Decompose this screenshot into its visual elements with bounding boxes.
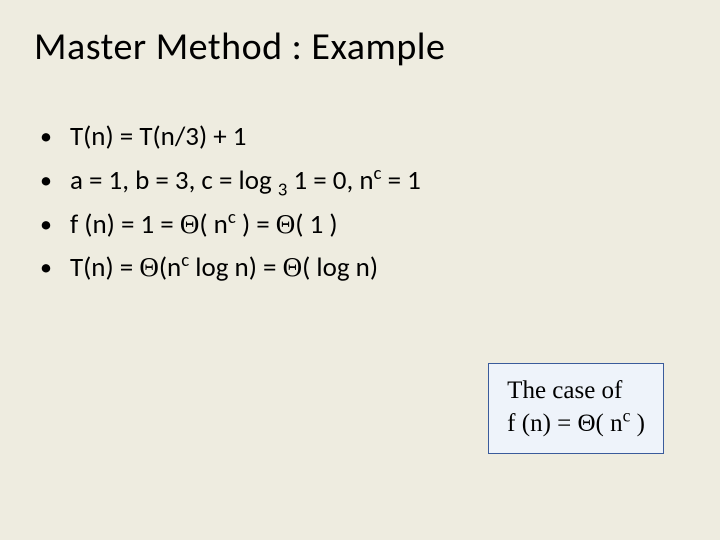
callout-line2: f (n) = Θ( nc ) — [507, 407, 645, 441]
bullet-dot-icon: • — [40, 249, 52, 286]
bullet-dot-icon: • — [40, 162, 52, 199]
bullet-item: • T(n) = T(n/3) + 1 — [40, 118, 686, 156]
slide-title: Master Method : Example — [34, 24, 686, 70]
bullet-item: • f (n) = 1 = Θ( nc ) = Θ( 1 ) — [40, 206, 686, 244]
callout-box: The case of f (n) = Θ( nc ) — [488, 363, 664, 455]
bullet-text: T(n) = T(n/3) + 1 — [70, 118, 247, 156]
bullet-text: T(n) = Θ(nc log n) = Θ( log n) — [70, 249, 378, 287]
bullet-text: f (n) = 1 = Θ( nc ) = Θ( 1 ) — [70, 206, 338, 244]
bullet-item: • a = 1, b = 3, c = log 3 1 = 0, nc = 1 — [40, 162, 686, 200]
slide: Master Method : Example • T(n) = T(n/3) … — [0, 0, 720, 540]
callout-line1: The case of — [507, 374, 645, 408]
bullet-text: a = 1, b = 3, c = log 3 1 = 0, nc = 1 — [70, 162, 421, 200]
bullet-item: • T(n) = Θ(nc log n) = Θ( log n) — [40, 249, 686, 287]
bullet-list: • T(n) = T(n/3) + 1 • a = 1, b = 3, c = … — [34, 118, 686, 287]
bullet-dot-icon: • — [40, 206, 52, 243]
bullet-dot-icon: • — [40, 118, 52, 155]
